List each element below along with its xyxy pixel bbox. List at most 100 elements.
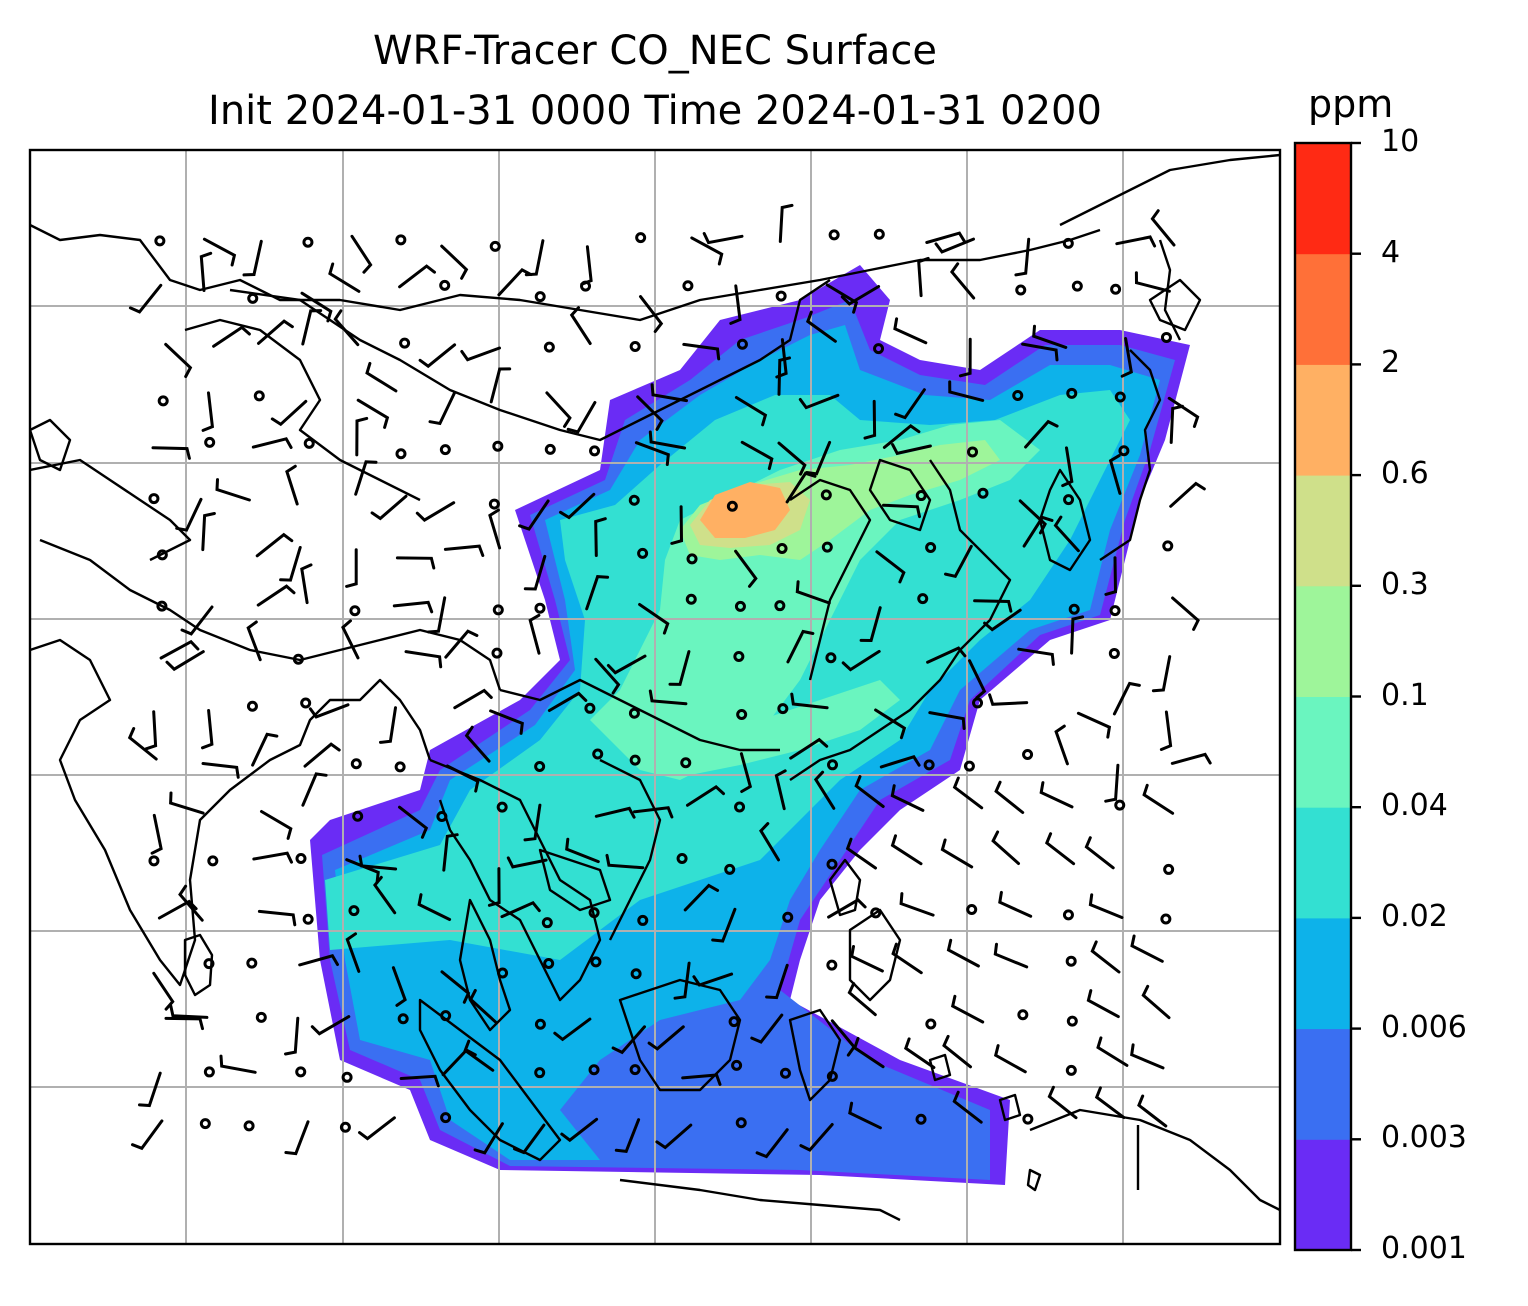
wind-barb xyxy=(345,858,380,884)
wind-barb xyxy=(1134,271,1171,293)
wind-barb xyxy=(301,772,328,807)
wind-barb xyxy=(379,706,397,744)
calm-wind-marker xyxy=(635,232,647,244)
wind-barb xyxy=(1108,454,1122,495)
colorbar-unit-label: ppm xyxy=(1308,82,1394,126)
wind-barb xyxy=(157,899,198,920)
calm-wind-marker xyxy=(534,291,546,303)
wind-barb xyxy=(1141,984,1171,1020)
wind-barb xyxy=(647,1025,685,1051)
wind-barb xyxy=(890,784,925,812)
calm-wind-marker xyxy=(496,801,508,813)
wind-barb xyxy=(988,693,1029,706)
colorbar-segment xyxy=(1295,696,1351,808)
wind-barb xyxy=(260,810,293,840)
map-frame xyxy=(28,148,1282,1246)
colorbar-segment xyxy=(1295,807,1351,919)
wind-barb xyxy=(440,244,469,280)
calm-wind-marker xyxy=(1163,863,1175,875)
calm-wind-marker xyxy=(682,280,694,292)
calm-wind-marker xyxy=(243,1120,255,1132)
wind-barb xyxy=(798,393,840,410)
calm-wind-marker xyxy=(873,343,885,355)
calm-wind-marker xyxy=(1066,1015,1078,1027)
calm-wind-marker xyxy=(923,759,935,771)
wind-barb xyxy=(398,264,436,289)
wind-barb xyxy=(1053,515,1080,553)
calm-wind-marker xyxy=(676,853,688,865)
wind-barb xyxy=(566,401,597,434)
wind-barb xyxy=(777,356,791,396)
wind-barb xyxy=(358,854,398,871)
calm-wind-marker xyxy=(1012,389,1024,401)
wind-barb xyxy=(1070,615,1085,655)
calm-wind-marker xyxy=(1160,331,1172,343)
calm-wind-marker xyxy=(1071,280,1083,292)
wind-barb xyxy=(648,689,688,706)
calm-wind-marker xyxy=(685,593,697,605)
wind-barb xyxy=(655,1123,693,1150)
wind-barb xyxy=(893,317,928,345)
wind-barb xyxy=(215,478,251,502)
calm-wind-marker xyxy=(825,652,837,664)
calm-wind-marker xyxy=(148,493,160,505)
wind-barb xyxy=(789,737,829,760)
wind-barb xyxy=(427,596,447,634)
calm-wind-marker xyxy=(199,1118,211,1130)
wind-barb xyxy=(993,942,1029,969)
calm-wind-marker xyxy=(394,761,406,773)
wind-barb xyxy=(1017,647,1055,666)
wind-barb xyxy=(285,464,299,506)
calm-wind-marker xyxy=(295,1066,307,1078)
wind-barb xyxy=(404,650,443,669)
wind-barb xyxy=(395,556,436,570)
calm-wind-marker xyxy=(1022,748,1034,760)
wind-barb xyxy=(300,563,313,605)
wind-barb xyxy=(310,1015,351,1036)
wind-barb xyxy=(777,441,807,476)
wind-barb xyxy=(415,501,456,522)
wind-barb xyxy=(950,262,976,300)
wind-barb xyxy=(144,710,158,751)
calm-wind-marker xyxy=(302,236,314,248)
wind-barb xyxy=(1137,1094,1168,1128)
calm-wind-marker xyxy=(629,340,641,352)
wind-barb xyxy=(799,1123,834,1152)
border-central-asia xyxy=(30,458,192,562)
wind-barb xyxy=(778,203,794,243)
wind-barb xyxy=(341,619,360,660)
calm-wind-marker xyxy=(300,697,312,709)
calm-wind-marker xyxy=(543,958,555,970)
wind-barb xyxy=(845,837,877,870)
wind-barb xyxy=(950,994,985,1024)
calm-wind-marker xyxy=(629,1064,641,1076)
wind-barb xyxy=(1169,404,1184,444)
wind-barb xyxy=(942,1034,972,1069)
colorbar-tick-label: 2 xyxy=(1381,345,1401,381)
calm-wind-marker xyxy=(820,489,832,501)
wind-barb xyxy=(734,396,768,427)
colorbar-tick-label: 0.3 xyxy=(1381,566,1429,602)
calm-wind-marker xyxy=(589,445,601,457)
wind-barb xyxy=(729,284,742,325)
wind-barb xyxy=(399,1074,440,1088)
calm-wind-marker xyxy=(1063,494,1075,506)
calm-wind-marker xyxy=(349,605,361,617)
calm-wind-marker xyxy=(686,553,698,565)
calm-wind-marker xyxy=(775,290,787,302)
wind-barb xyxy=(1096,1036,1129,1067)
wind-barb xyxy=(580,245,593,286)
colorbar-tick-label: 10 xyxy=(1381,124,1420,159)
calm-wind-marker xyxy=(1022,1113,1034,1125)
wind-barb xyxy=(1088,893,1124,919)
wind-barb xyxy=(1104,556,1118,596)
map-title-line2: Init 2024-01-31 0000 Time 2024-01-31 020… xyxy=(208,88,1102,134)
calm-wind-marker xyxy=(870,907,882,919)
wind-barb xyxy=(739,752,753,793)
calm-wind-marker xyxy=(826,858,838,870)
wind-barb xyxy=(755,1128,789,1159)
calm-wind-marker xyxy=(776,543,788,555)
colorbar-segment xyxy=(1295,1028,1351,1140)
calm-wind-marker xyxy=(735,1117,747,1129)
